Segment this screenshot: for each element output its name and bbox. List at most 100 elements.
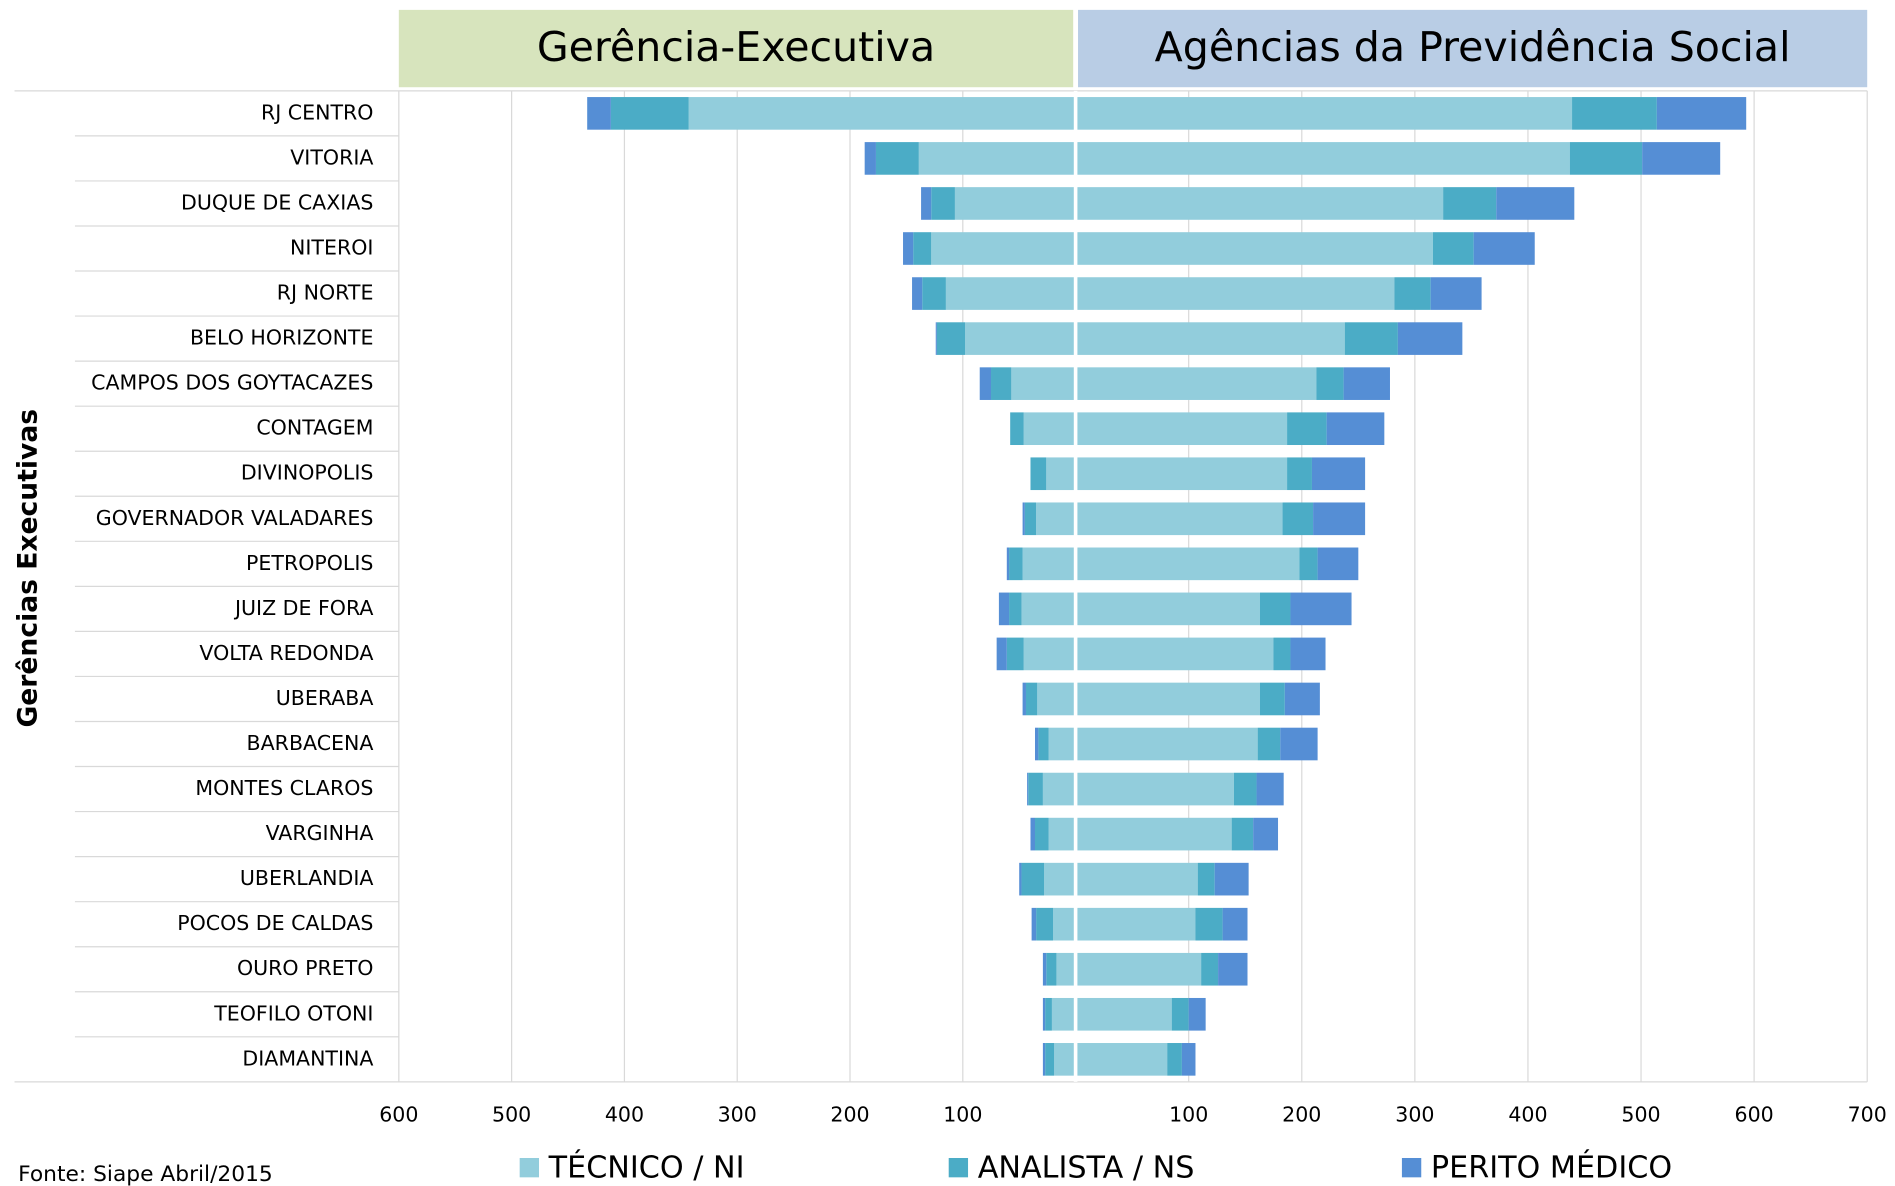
bar-segment — [998, 592, 1010, 626]
bar-segment — [1042, 1043, 1046, 1076]
bar-segment — [864, 142, 876, 175]
panel-title: Gerência-Executiva — [537, 23, 935, 71]
bar-segment — [1030, 457, 1047, 491]
x-tick-label: 500 — [492, 1103, 531, 1127]
bar-segment — [1034, 727, 1039, 761]
category-label: TEOFILO OTONI — [213, 1001, 373, 1025]
bar-segment — [1006, 547, 1010, 581]
bar-segment — [903, 232, 914, 265]
bar-segment — [1009, 547, 1023, 581]
bar-segment — [1299, 547, 1318, 581]
bar-segment — [1028, 772, 1043, 806]
bar-segment — [1075, 682, 1260, 716]
bar-segment — [1009, 592, 1022, 626]
bar-segment — [1042, 772, 1076, 806]
bar-segment — [1075, 772, 1234, 806]
bar-segment — [1075, 367, 1317, 400]
bar-segment — [1259, 682, 1285, 716]
legend-label: TÉCNICO / NI — [548, 1149, 745, 1185]
x-tick-label: 100 — [943, 1103, 982, 1127]
bar-segment — [1075, 997, 1172, 1031]
bar-segment — [1075, 187, 1444, 220]
bar-segment — [1259, 592, 1291, 626]
bar-segment — [1432, 232, 1474, 265]
bar-segment — [1045, 997, 1052, 1031]
bar-segment — [1430, 277, 1482, 310]
bar-segment — [1167, 1043, 1182, 1076]
x-tick-label: 300 — [718, 1103, 757, 1127]
bar-segment — [1075, 727, 1258, 761]
bar-segment — [931, 232, 1076, 265]
bar-segment — [1011, 367, 1076, 400]
bar-segment — [913, 232, 932, 265]
bar-segment — [936, 322, 966, 355]
bar-segment — [1048, 817, 1076, 851]
bar-segment — [1290, 637, 1326, 671]
bar-segment — [1051, 997, 1076, 1031]
bar-segment — [1233, 772, 1257, 806]
panel-header — [1078, 9, 1868, 88]
panel-title: Agências da Previdência Social — [1155, 23, 1791, 71]
bar-segment — [1075, 97, 1573, 130]
bar-segment — [1287, 412, 1327, 446]
bar-segment — [1253, 817, 1279, 851]
category-label: POCOS DE CALDAS — [177, 911, 373, 935]
bar-segment — [1022, 547, 1076, 581]
bar-segment — [1075, 457, 1288, 491]
category-label: DIAMANTINA — [242, 1046, 373, 1070]
bar-segment — [1075, 322, 1345, 355]
bar-segment — [1284, 682, 1320, 716]
bar-segment — [1326, 412, 1385, 446]
category-label: OURO PRETO — [237, 956, 373, 980]
category-label: MONTES CLAROS — [195, 776, 373, 800]
panel-header — [398, 9, 1074, 88]
bar-segment — [1397, 322, 1463, 355]
category-label: JUIZ DE FORA — [233, 596, 373, 620]
x-tick-label: 600 — [379, 1103, 418, 1127]
x-tick-label: 700 — [1848, 1103, 1887, 1127]
bar-segment — [1343, 367, 1390, 400]
source-note: Fonte: Siape Abril/2015 — [18, 1162, 273, 1186]
bar-segment — [1256, 772, 1284, 806]
bar-segment — [1075, 547, 1300, 581]
category-label: VITORIA — [290, 145, 373, 169]
bar-segment — [1656, 97, 1747, 130]
x-tick-label: 400 — [605, 1103, 644, 1127]
bar-segment — [945, 277, 1076, 310]
bar-segment — [1496, 187, 1575, 220]
bar-segment — [1075, 1043, 1168, 1076]
bar-segment — [1075, 817, 1232, 851]
bar-segment — [1031, 907, 1037, 941]
bar-segment — [1171, 997, 1189, 1031]
legend-swatch — [519, 1157, 540, 1178]
bar-segment — [1075, 232, 1433, 265]
bar-segment — [1030, 817, 1035, 851]
bar-segment — [1037, 682, 1076, 716]
bar-segment — [1006, 637, 1024, 671]
x-tick-label: 200 — [1282, 1103, 1321, 1127]
bar-segment — [1317, 547, 1359, 581]
bar-segment — [1214, 862, 1249, 896]
bar-segment — [1181, 1043, 1196, 1076]
bar-segment — [1034, 817, 1049, 851]
category-label: VOLTA REDONDA — [199, 641, 373, 665]
bar-segment — [1195, 907, 1223, 941]
bar-segment — [1056, 952, 1076, 986]
bar-segment — [1273, 637, 1291, 671]
category-label: RJ CENTRO — [261, 100, 373, 124]
bar-segment — [1316, 367, 1344, 400]
category-label: CONTAGEM — [256, 416, 373, 440]
bar-segment — [921, 187, 932, 220]
bar-segment — [1036, 907, 1054, 941]
bar-segment — [1257, 727, 1281, 761]
bar-segment — [1201, 952, 1219, 986]
x-tick-label: 400 — [1508, 1103, 1547, 1127]
bar-segment — [1010, 412, 1024, 446]
bar-segment — [1046, 457, 1076, 491]
legend-swatch — [1401, 1157, 1422, 1178]
bar-segment — [1287, 457, 1312, 491]
bar-segment — [1218, 952, 1248, 986]
bar-segment — [1311, 457, 1366, 491]
bar-segment — [912, 277, 923, 310]
bar-segment — [1075, 637, 1274, 671]
